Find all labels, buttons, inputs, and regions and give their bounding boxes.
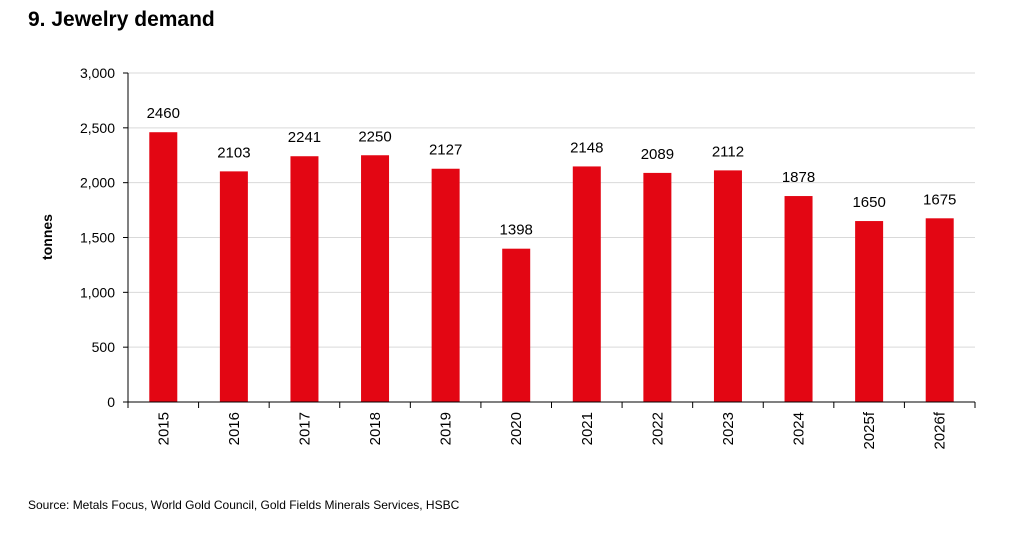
y-tick-label: 1,000 [80, 284, 115, 300]
x-tick-label: 2016 [226, 412, 243, 445]
bars [149, 132, 954, 402]
bar [643, 172, 672, 402]
x-tick-label: 2023 [720, 412, 737, 445]
data-label: 1878 [782, 169, 815, 186]
x-tick-label: 2020 [508, 412, 525, 445]
y-tick-label: 500 [92, 339, 116, 355]
y-axis-ticks: 0 500 1,000 1,500 2,000 2,500 3,000 [80, 65, 128, 410]
data-label: 1675 [923, 191, 956, 208]
data-label: 2103 [217, 144, 250, 161]
y-axis-label: tonnes [39, 214, 55, 260]
x-tick-label: 2017 [296, 412, 313, 445]
data-labels: 2460 2103 2241 2250 2127 1398 2148 2089 2112 1878… [147, 105, 957, 238]
y-tick-label: 1,500 [80, 230, 115, 246]
data-label: 2250 [358, 128, 391, 145]
bar [572, 166, 601, 402]
source-note: Source: Metals Focus, World Gold Council… [28, 498, 460, 512]
data-label: 2148 [570, 139, 603, 156]
x-tick-label: 2018 [367, 412, 384, 445]
y-tick-label: 3,000 [80, 65, 115, 81]
data-label: 1650 [852, 194, 885, 211]
bar [855, 221, 884, 402]
bar [361, 155, 390, 402]
x-tick-label: 2025f [861, 411, 878, 449]
bar [290, 156, 319, 402]
x-tick-label: 2026f [932, 411, 949, 449]
y-tick-label: 2,000 [80, 175, 115, 191]
bar [431, 168, 460, 402]
data-label: 2241 [288, 129, 321, 146]
bar [219, 171, 248, 402]
bar [149, 132, 178, 402]
data-label: 2089 [641, 146, 674, 163]
x-tick-label: 2022 [649, 412, 666, 445]
y-tick-label: 2,500 [80, 120, 115, 136]
x-tick-label: 2015 [155, 412, 172, 445]
data-label: 2460 [147, 105, 180, 122]
data-label: 2112 [712, 143, 744, 160]
gridlines [128, 72, 975, 348]
x-tick-label: 2021 [579, 412, 596, 445]
data-label: 1398 [500, 222, 533, 239]
y-tick-label: 0 [107, 394, 115, 410]
bar [925, 218, 954, 402]
bar [713, 170, 742, 402]
data-label: 2127 [429, 142, 462, 159]
chart-title: 9. Jewelry demand [28, 8, 215, 31]
x-tick-label: 2024 [791, 412, 808, 445]
bar [784, 196, 813, 402]
x-tick-label: 2019 [438, 412, 455, 445]
bar [502, 248, 531, 402]
x-axis-ticks: 2015 2016 2017 2018 2019 2020 2021 2022 2023 2024… [127, 402, 976, 450]
